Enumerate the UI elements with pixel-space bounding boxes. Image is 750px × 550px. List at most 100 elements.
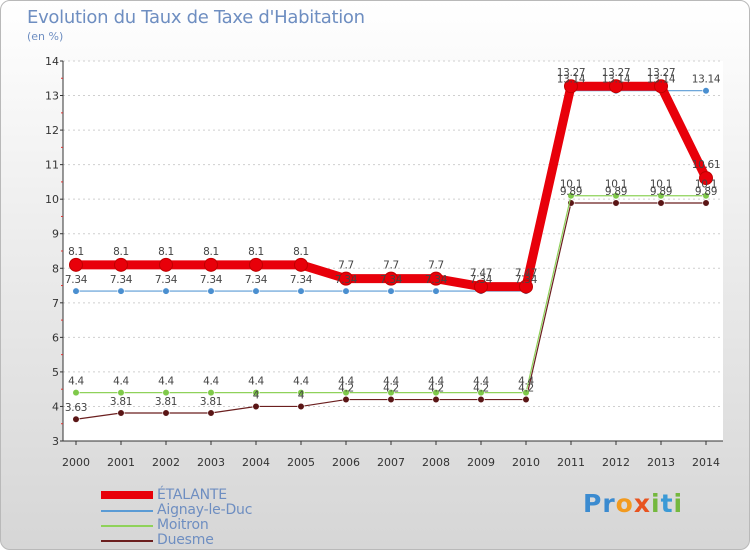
data-label: 4.4 [383,376,399,388]
data-point [252,402,260,411]
chart-title: Evolution du Taux de Taxe d'Habitation [27,7,365,28]
data-point [339,271,353,286]
data-label: 4.2 [473,383,489,395]
data-label: 10.1 [560,179,582,191]
y-tick-label: 8 [52,262,59,275]
data-label: 7.47 [470,268,492,280]
legend-label: Moitron [157,517,209,533]
data-point [384,271,398,286]
data-point [72,389,80,397]
legend-swatch [101,525,153,527]
proxiti-logo: Proxiti [583,489,684,518]
data-point [162,287,170,295]
data-label: 4.4 [68,376,84,388]
y-tick-label: 14 [45,55,59,68]
data-label: 10.1 [605,179,627,191]
data-point [432,287,440,295]
data-point [657,192,665,200]
data-label: 7.34 [200,274,223,286]
data-label: 7.34 [65,274,88,286]
data-label: 4.4 [113,376,129,388]
data-label: 8.1 [203,246,219,258]
legend-swatch [101,491,153,499]
data-label: 4.4 [203,376,219,388]
x-tick-label: 2013 [647,456,675,469]
x-tick-label: 2010 [512,456,540,469]
data-point [387,395,395,404]
data-point [567,192,575,200]
x-tick-label: 2004 [242,456,270,469]
data-label: 13.14 [557,74,586,86]
data-label: 9.89 [560,186,582,198]
data-point [204,257,218,272]
data-point [654,79,668,94]
data-point [72,415,80,423]
data-label: 8.1 [293,246,309,258]
data-label: 7.7 [383,260,399,272]
x-tick-label: 2005 [287,456,315,469]
data-point [297,389,305,397]
data-label: 7.47 [515,268,537,280]
data-label: 9.89 [650,186,672,198]
data-label: 7.7 [338,260,354,272]
data-label: 4.4 [248,376,264,388]
data-label: 4 [298,389,305,401]
data-label: 3.81 [110,396,132,408]
data-label: 7.34 [290,274,313,286]
data-point [207,287,215,295]
data-point [297,402,305,411]
legend-label: Aignay-le-Duc [157,502,253,518]
data-point [117,389,125,397]
x-tick-label: 2003 [197,456,225,469]
x-tick-label: 2001 [107,456,135,469]
data-point [474,279,488,294]
data-point [117,409,125,417]
y-tick-label: 5 [52,366,59,379]
data-label: 8.1 [68,246,84,258]
data-label: 8.1 [113,246,129,258]
data-point [522,389,530,397]
data-label: 3.63 [65,402,87,414]
y-tick-label: 11 [45,159,59,172]
data-label: 10.1 [650,179,672,191]
y-tick-label: 3 [52,435,59,448]
data-point [522,395,530,404]
data-label: 7.34 [425,274,448,286]
data-label: 13.27 [647,67,676,79]
data-label: 7.34 [155,274,178,286]
data-label: 3.81 [155,396,177,408]
data-point [342,389,350,397]
data-point [207,409,215,417]
data-label: 13.27 [602,67,631,79]
data-point [702,192,710,200]
x-tick-label: 2007 [377,456,405,469]
data-label: 4.4 [293,376,309,388]
data-point [477,395,485,404]
x-tick-label: 2011 [557,456,585,469]
data-label: 13.14 [647,74,676,86]
legend-label: Duesme [157,532,214,548]
data-point [342,287,350,295]
data-label: 4.4 [338,376,354,388]
data-label: 3.81 [200,396,222,408]
data-label: 10.1 [695,179,717,191]
data-point [342,395,350,404]
data-point [612,199,620,207]
data-label: 7.34 [335,274,358,286]
data-label: 7.34 [515,274,538,286]
y-tick-label: 6 [52,331,59,344]
data-point [252,287,260,295]
data-label: 4.2 [383,383,399,395]
data-label: 13.14 [692,74,721,86]
y-tick-label: 13 [45,90,59,103]
data-label: 7.34 [470,274,493,286]
data-point [609,79,623,94]
data-point [519,279,533,294]
data-label: 9.89 [695,186,717,198]
data-point [294,257,308,272]
data-point [69,257,83,272]
data-point [432,389,440,397]
data-point [432,395,440,404]
data-point [249,257,263,272]
data-point [159,257,173,272]
